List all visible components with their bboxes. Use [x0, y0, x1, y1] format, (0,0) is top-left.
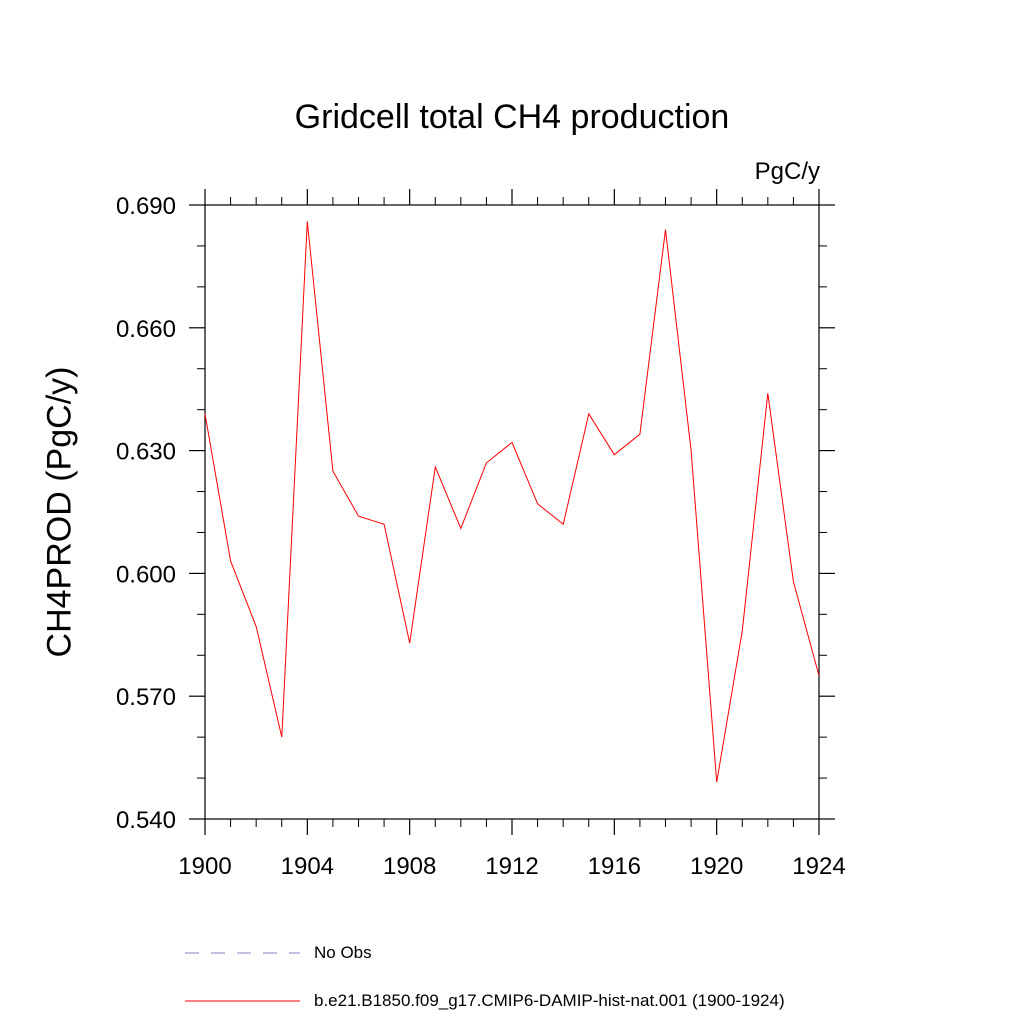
y-tick-label: 0.690	[116, 193, 176, 220]
units-label: PgC/y	[754, 158, 820, 185]
plot-frame	[204, 204, 820, 820]
axis-ticks	[189, 189, 835, 835]
y-tick-label: 0.630	[116, 439, 176, 466]
legend-label-no-obs: No Obs	[314, 943, 372, 962]
x-tick-label: 1916	[588, 853, 641, 880]
x-tick-label: 1924	[792, 853, 845, 880]
series-group	[204, 221, 820, 783]
legend-lines	[185, 952, 300, 1002]
x-tick-label: 1908	[383, 853, 436, 880]
chart-title: Gridcell total CH4 production	[294, 98, 730, 136]
x-tick-label: 1904	[281, 853, 334, 880]
tick-labels: 1900 1904 1908 1912 1916 1920 1924 0.540 0.570 0.…	[116, 193, 846, 880]
legend-label-series: b.e21.B1850.f09_g17.CMIP6-DAMIP-hist-nat…	[314, 991, 785, 1010]
series-line	[204, 221, 820, 783]
y-tick-label: 0.570	[116, 684, 176, 711]
x-tick-label: 1920	[690, 853, 743, 880]
x-tick-label: 1900	[178, 853, 231, 880]
y-tick-label: 0.600	[116, 561, 176, 588]
y-tick-label: 0.540	[116, 807, 176, 834]
y-tick-label: 0.660	[116, 316, 176, 343]
x-tick-label: 1912	[485, 853, 538, 880]
